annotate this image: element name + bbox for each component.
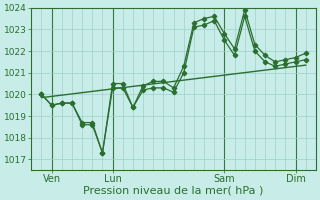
X-axis label: Pression niveau de la mer( hPa ): Pression niveau de la mer( hPa ) xyxy=(84,186,264,196)
